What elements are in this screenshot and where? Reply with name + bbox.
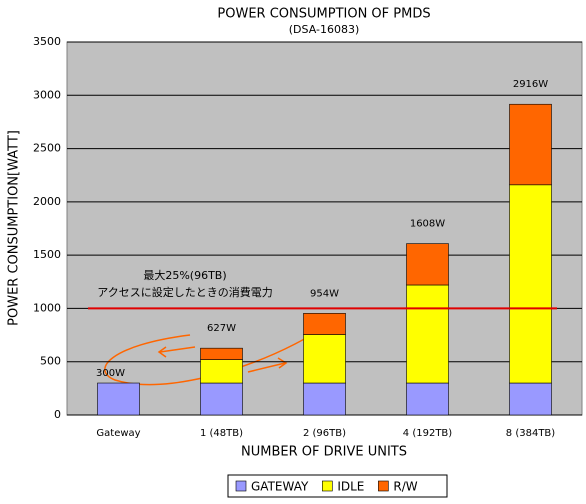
bar-segment (406, 382, 449, 416)
y-tick-label: 500 (40, 355, 61, 368)
bar-segment (303, 313, 346, 335)
x-tick-label: 8 (384TB) (506, 428, 555, 439)
y-tick-label: 0 (54, 408, 61, 421)
legend-label: R/W (393, 480, 417, 494)
bar-segment (509, 382, 552, 416)
y-tick-label: 3500 (33, 35, 61, 48)
legend-swatch (235, 480, 247, 492)
y-tick-label: 3000 (33, 88, 61, 101)
bar-segment (509, 103, 552, 186)
chart-subtitle: (DSA-16083) (289, 23, 360, 36)
x-tick-label: 4 (192TB) (403, 428, 452, 439)
bar-segment (200, 359, 243, 384)
legend-box (227, 474, 448, 498)
total-label: 2916W (513, 79, 548, 90)
total-label: 300W (96, 368, 125, 379)
legend-swatch (378, 480, 389, 492)
legend-swatch (322, 480, 333, 492)
x-tick-label: 2 (96TB) (303, 428, 346, 439)
bar-segment (97, 382, 140, 416)
bar-segment (303, 382, 346, 416)
legend-label: IDLE (337, 480, 364, 494)
total-label: 627W (207, 323, 236, 334)
x-axis-label: NUMBER OF DRIVE UNITS (241, 445, 407, 460)
bar-segment (406, 284, 449, 384)
total-label: 1608W (410, 219, 445, 230)
bar-segment (200, 347, 243, 360)
y-tick-label: 2500 (33, 142, 61, 155)
bar-segment (406, 243, 449, 286)
legend-label: GATEWAY (251, 480, 309, 494)
bar-segment (509, 184, 552, 384)
annotation: 最大25%(96TB) (143, 268, 226, 282)
bar-segment (200, 382, 243, 416)
chart-title: POWER CONSUMPTION OF PMDS (217, 7, 430, 22)
y-tick-label: 1500 (33, 248, 61, 261)
y-tick-label: 2000 (33, 195, 61, 208)
x-tick-label: Gateway (96, 428, 140, 439)
total-label: 954W (310, 288, 339, 299)
y-axis-label: POWER CONSUMPTION[WATT] (7, 130, 22, 326)
annotation: アクセスに設定したときの消費電力 (97, 285, 272, 299)
y-tick-label: 1000 (33, 301, 61, 314)
bar-segment (303, 334, 346, 384)
x-tick-label: 1 (48TB) (200, 428, 243, 439)
